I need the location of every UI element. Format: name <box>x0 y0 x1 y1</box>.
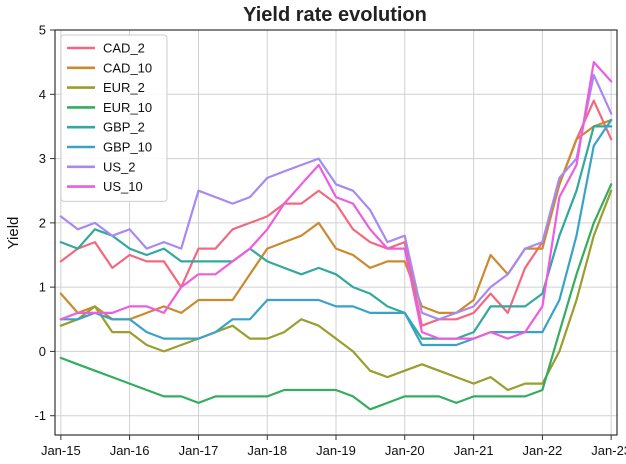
x-tick-label: Jan-18 <box>247 443 287 458</box>
y-tick-label: 5 <box>39 23 46 38</box>
series-line-gbp-2 <box>59 125 613 340</box>
grid <box>55 29 617 435</box>
x-tick-label: Jan-16 <box>110 443 150 458</box>
x-tick-label: Jan-15 <box>41 443 81 458</box>
legend-label: GBP_2 <box>103 120 145 135</box>
y-axis: -1 0 1 2 3 4 5 <box>34 23 55 423</box>
legend-label: GBP_10 <box>103 140 152 155</box>
x-tick-label: Jan-22 <box>523 443 563 458</box>
legend-frame <box>60 34 168 202</box>
x-tick-label: Jan-21 <box>454 443 494 458</box>
legend-label: EUR_2 <box>103 80 145 95</box>
y-tick-label: 1 <box>39 280 46 295</box>
y-tick-label: 3 <box>39 151 46 166</box>
y-axis-label: Yield <box>5 217 22 250</box>
legend-label: US_2 <box>103 159 136 174</box>
y-tick-label: 2 <box>39 215 46 230</box>
series-line-us-2 <box>59 73 613 321</box>
x-tick-label: Jan-23 <box>591 443 626 458</box>
x-tick-label: Jan-17 <box>179 443 219 458</box>
legend-label: US_10 <box>103 179 143 194</box>
x-axis: Jan-15 Jan-16 Jan-17 Jan-18 Jan-19 Jan-20 Jan-… <box>41 435 626 458</box>
y-tick-label: 0 <box>39 344 46 359</box>
x-tick-label: Jan-19 <box>316 443 356 458</box>
x-tick-label: Jan-20 <box>385 443 425 458</box>
series-line-us-10 <box>59 60 613 340</box>
series-line-eur-2 <box>59 189 613 392</box>
legend: CAD_2 CAD_10 EUR_2 EUR_10 GBP_2 GBP_10 US_2 US_… <box>60 34 168 202</box>
series-line-eur-10 <box>59 183 613 411</box>
y-tick-label: -1 <box>34 408 46 423</box>
series-lines <box>59 60 613 411</box>
y-tick-label: 4 <box>39 87 46 102</box>
chart-title: Yield rate evolution <box>243 4 427 26</box>
legend-label: CAD_2 <box>103 41 145 56</box>
series-line-gbp-10 <box>59 118 613 347</box>
legend-label: CAD_10 <box>103 60 152 75</box>
series-line-cad-2 <box>59 99 613 327</box>
legend-label: EUR_10 <box>103 100 152 115</box>
